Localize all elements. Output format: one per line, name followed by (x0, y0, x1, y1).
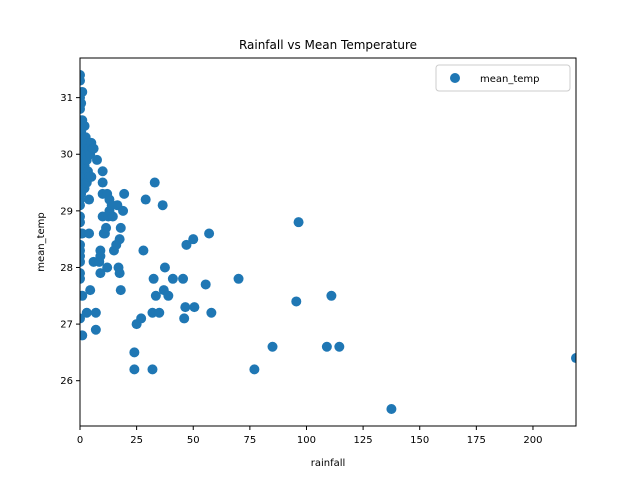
data-point (80, 290, 88, 301)
data-point (179, 313, 190, 324)
data-point (233, 273, 244, 284)
data-points (80, 69, 576, 415)
data-point (80, 200, 85, 211)
data-point (118, 205, 129, 216)
data-point (80, 120, 90, 131)
legend-box (435, 64, 571, 92)
x-tick-label: 50 (187, 435, 200, 446)
data-point (386, 404, 397, 415)
data-point (90, 307, 101, 318)
data-point (85, 285, 96, 296)
data-point (84, 194, 95, 205)
data-point (204, 228, 215, 239)
x-axis-ticks: 0 25 50 75 100 125 150 175 200 (77, 426, 543, 446)
data-point (86, 171, 97, 182)
x-tick-label: 200 (523, 435, 542, 446)
data-point (321, 341, 332, 352)
y-tick-label: 31 (60, 93, 73, 104)
x-tick-label: 75 (243, 435, 256, 446)
legend-label: mean_temp (480, 74, 540, 85)
legend: mean_temp (435, 64, 571, 92)
data-point (154, 307, 165, 318)
data-point (80, 217, 85, 228)
data-point (102, 262, 113, 273)
x-tick-label: 0 (77, 435, 83, 446)
data-point (95, 268, 106, 279)
data-point (136, 313, 147, 324)
data-point (114, 234, 125, 245)
x-axis-label: rainfall (311, 458, 346, 469)
data-point (178, 273, 189, 284)
data-point (115, 222, 126, 233)
x-tick-label: 25 (130, 435, 143, 446)
chart-title: Rainfall vs Mean Temperature (239, 38, 417, 52)
data-point (181, 239, 192, 250)
y-tick-label: 27 (60, 320, 73, 331)
data-point (334, 341, 345, 352)
x-tick-label: 175 (467, 435, 486, 446)
data-point (80, 256, 85, 267)
data-point (95, 251, 106, 262)
data-point (206, 307, 217, 318)
plot-area (79, 57, 577, 427)
y-axis-ticks: 26 27 28 29 30 31 (60, 93, 80, 387)
data-point (571, 353, 576, 364)
data-point (163, 290, 174, 301)
data-point (180, 302, 191, 313)
data-point (200, 279, 211, 290)
y-tick-label: 28 (60, 263, 73, 274)
data-point (167, 273, 178, 284)
data-point (80, 98, 87, 109)
y-tick-label: 30 (60, 150, 73, 161)
legend-marker (450, 73, 460, 83)
data-point (267, 341, 278, 352)
data-point (188, 234, 199, 245)
data-point (326, 290, 337, 301)
data-point (107, 211, 118, 222)
data-point (249, 364, 260, 375)
data-point (80, 273, 85, 284)
data-point (148, 273, 159, 284)
data-point (147, 364, 158, 375)
y-tick-label: 26 (60, 376, 73, 387)
data-point (189, 302, 200, 313)
data-point (80, 75, 85, 86)
x-tick-label: 125 (354, 435, 373, 446)
data-point (101, 222, 112, 233)
data-point (157, 200, 168, 211)
data-point (129, 347, 140, 358)
data-point (149, 177, 160, 188)
y-tick-label: 29 (60, 206, 73, 217)
data-point (91, 154, 102, 165)
data-point (81, 307, 92, 318)
data-point (97, 166, 108, 177)
data-point (119, 188, 130, 199)
data-point (80, 86, 88, 97)
data-point (159, 262, 170, 273)
data-point (97, 177, 108, 188)
data-point (293, 217, 304, 228)
data-point (150, 290, 161, 301)
x-tick-label: 100 (297, 435, 316, 446)
data-point (129, 364, 140, 375)
data-point (84, 228, 95, 239)
plot-frame (79, 57, 577, 427)
data-point (88, 143, 99, 154)
data-point (80, 330, 88, 341)
data-point (140, 194, 151, 205)
y-axis-label: mean_temp (36, 212, 47, 272)
data-point (115, 285, 126, 296)
data-point (90, 324, 101, 335)
x-tick-label: 150 (410, 435, 429, 446)
data-point (114, 268, 125, 279)
data-point (138, 245, 149, 256)
data-point (291, 296, 302, 307)
